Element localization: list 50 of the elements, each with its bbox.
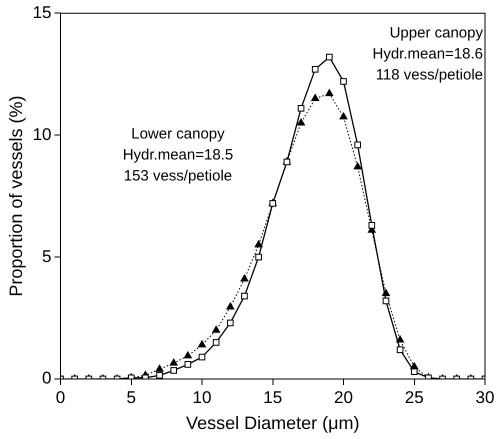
point [254, 240, 263, 248]
y-tick-label: 15 [32, 2, 52, 22]
point [340, 78, 347, 85]
point [255, 254, 262, 260]
point [312, 66, 319, 73]
point [240, 274, 248, 282]
point [241, 292, 248, 300]
point [184, 361, 192, 368]
point [354, 162, 362, 170]
point [340, 112, 348, 120]
point [326, 54, 333, 60]
point [325, 89, 334, 96]
point [156, 364, 164, 372]
point [297, 118, 306, 126]
point [198, 354, 206, 360]
point [311, 94, 320, 102]
point [226, 320, 234, 326]
point [368, 222, 376, 229]
point [226, 302, 234, 310]
x-tick-label: 15 [263, 388, 282, 407]
annotation: 118 vess/petiole [376, 66, 483, 84]
point [298, 104, 304, 112]
y-tick-label: 10 [32, 124, 52, 144]
annotation: Hydr.mean=18.6 [372, 45, 483, 62]
y-tick-label: 5 [42, 246, 52, 266]
point [184, 351, 192, 358]
annotation: Hydr.mean=18.5 [122, 146, 234, 164]
point [212, 326, 220, 333]
x-tick-label: 25 [404, 388, 424, 407]
annotation: Lower canopy [131, 125, 226, 142]
annotation: 153 vess/petiole [124, 167, 232, 184]
point [156, 372, 163, 379]
point [198, 340, 206, 348]
x-axis-title: Vessel Diameter (μm) [186, 413, 360, 434]
point [382, 298, 390, 304]
x-tick-label: 10 [192, 388, 212, 407]
x-tick-label: 20 [334, 388, 353, 407]
point [212, 339, 220, 346]
x-tick-label: 30 [476, 388, 494, 407]
annotation: Upper canopy [390, 24, 484, 42]
point [354, 142, 361, 148]
y-axis-title: Proportion of vessels (%) [6, 96, 26, 297]
point [396, 346, 404, 354]
y-tick-label: 0 [42, 368, 52, 388]
x-tick-label: 0 [56, 388, 66, 407]
x-tick-label: 5 [126, 388, 136, 407]
point [170, 358, 178, 366]
point [396, 335, 404, 342]
point [170, 367, 178, 374]
point [410, 368, 418, 376]
